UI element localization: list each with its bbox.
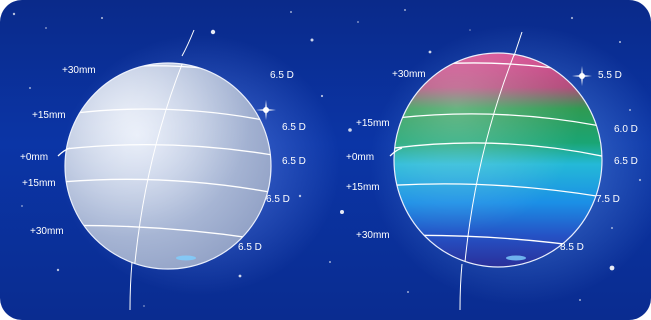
left-height-label-2: +15mm: [32, 110, 66, 121]
right-height-label-4: +15mm: [346, 182, 380, 193]
left-power-label-3: 6.5 D: [282, 156, 306, 167]
left-curve-4: [65, 178, 271, 199]
left-power-label-1: 6.5 D: [270, 70, 294, 81]
right-height-label-5: +30mm: [356, 230, 390, 241]
left-curve-3: [65, 143, 271, 161]
right-power-label-5: 8.5 D: [560, 242, 584, 253]
right-curve-3: [394, 142, 602, 161]
left-height-labels: +30mm +15mm +0mm +15mm +30mm: [20, 65, 96, 237]
right-power-label-4: 7.5 D: [596, 194, 620, 205]
right-height-labels: +30mm +15mm +0mm +15mm +30mm: [346, 69, 426, 241]
star-field: [12, 9, 642, 307]
left-height-label-1: +30mm: [62, 65, 96, 76]
left-power-label-5: 6.5 D: [238, 242, 262, 253]
left-power-label-2: 6.5 D: [282, 122, 306, 133]
left-height-label-3: +0mm: [20, 152, 48, 163]
right-power-labels: 5.5 D 6.0 D 6.5 D 7.5 D 8.5 D: [560, 70, 638, 253]
right-height-label-2: +15mm: [356, 118, 390, 129]
left-lens-glint: [256, 100, 276, 120]
right-lens-glint: [572, 66, 592, 86]
right-power-label-3: 6.5 D: [614, 156, 638, 167]
left-power-label-4: 6.5 D: [266, 194, 290, 205]
right-power-label-1: 5.5 D: [598, 70, 622, 81]
right-power-label-2: 6.0 D: [614, 124, 638, 135]
left-height-label-5: +30mm: [30, 226, 64, 237]
right-lens: [389, 31, 603, 311]
left-power-labels: 6.5 D 6.5 D 6.5 D 6.5 D 6.5 D: [238, 70, 306, 253]
left-height-label-4: +15mm: [22, 178, 56, 189]
right-height-label-1: +30mm: [392, 69, 426, 80]
left-lens: [57, 29, 276, 311]
right-curve-2: [394, 113, 602, 131]
right-height-label-3: +0mm: [346, 152, 374, 163]
right-curve-4: [394, 183, 602, 201]
